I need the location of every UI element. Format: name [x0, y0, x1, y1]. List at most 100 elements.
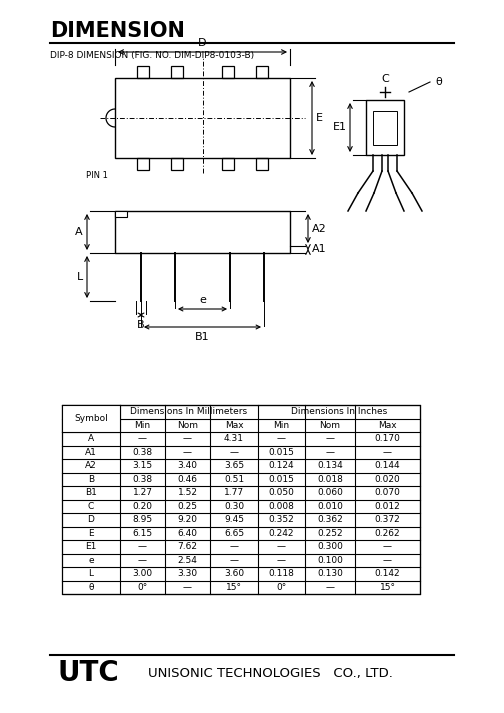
Text: DIP-8 DIMENSION (FIG. NO. DIM-DIP8-0103-B): DIP-8 DIMENSION (FIG. NO. DIM-DIP8-0103-… [50, 51, 254, 60]
Text: 7.62: 7.62 [177, 543, 198, 551]
Text: 6.65: 6.65 [224, 529, 244, 538]
Text: Max: Max [225, 421, 243, 430]
Text: 0.130: 0.130 [317, 569, 343, 578]
Text: B: B [137, 320, 145, 330]
Text: 0.144: 0.144 [374, 461, 400, 471]
Bar [373, 111, 397, 145]
Bar [62, 405, 120, 432]
Text: 1.27: 1.27 [133, 488, 153, 497]
Text: —: — [326, 448, 335, 457]
Text: —: — [138, 434, 147, 443]
Text: L: L [89, 569, 94, 578]
Text: 3.30: 3.30 [177, 569, 198, 578]
Text: —: — [277, 543, 286, 551]
Text: E: E [316, 113, 323, 123]
Bar [256, 66, 268, 78]
Text: 1.52: 1.52 [177, 488, 198, 497]
Text: Nom: Nom [177, 421, 198, 430]
Text: 0.300: 0.300 [317, 543, 343, 551]
Text: —: — [229, 555, 238, 565]
Text: 0.015: 0.015 [269, 448, 294, 457]
Text: D: D [198, 38, 207, 48]
Text: B1: B1 [195, 332, 210, 342]
Text: 3.40: 3.40 [177, 461, 198, 471]
Text: Min: Min [274, 421, 290, 430]
Bar [115, 211, 127, 217]
Text: B: B [88, 475, 94, 483]
Text: 0.070: 0.070 [374, 488, 401, 497]
Text: 0.352: 0.352 [269, 515, 294, 524]
Bar [222, 66, 234, 78]
Bar [137, 66, 149, 78]
Text: L: L [77, 272, 83, 282]
Text: 0.124: 0.124 [269, 461, 294, 471]
Text: —: — [326, 583, 335, 592]
Text: 0.20: 0.20 [133, 502, 153, 511]
Text: 0.008: 0.008 [269, 502, 294, 511]
Text: PIN 1: PIN 1 [86, 172, 108, 180]
Text: 0.010: 0.010 [317, 502, 343, 511]
Text: E: E [88, 529, 94, 538]
Text: e: e [199, 295, 206, 305]
Text: —: — [383, 555, 392, 565]
Text: 0.060: 0.060 [317, 488, 343, 497]
Text: Symbol: Symbol [74, 414, 108, 423]
Text: 3.60: 3.60 [224, 569, 244, 578]
Text: A: A [88, 434, 94, 443]
Text: —: — [183, 583, 192, 592]
Text: A1: A1 [85, 448, 97, 457]
Bar [115, 78, 290, 158]
Text: A2: A2 [85, 461, 97, 471]
Text: 0.25: 0.25 [177, 502, 198, 511]
Text: 1.77: 1.77 [224, 488, 244, 497]
Bar [366, 100, 404, 155]
Text: C: C [381, 74, 389, 84]
Text: Min: Min [135, 421, 151, 430]
Text: —: — [183, 448, 192, 457]
Text: 0.118: 0.118 [269, 569, 294, 578]
Text: C: C [88, 502, 94, 511]
Text: UTC: UTC [58, 659, 120, 687]
Bar [115, 211, 290, 253]
Bar [171, 66, 183, 78]
Text: 8.95: 8.95 [133, 515, 153, 524]
Text: 6.15: 6.15 [133, 529, 153, 538]
Text: 0.018: 0.018 [317, 475, 343, 483]
Text: 0.262: 0.262 [374, 529, 400, 538]
Bar [256, 158, 268, 170]
Text: 0.020: 0.020 [374, 475, 400, 483]
Text: 0.100: 0.100 [317, 555, 343, 565]
Text: —: — [138, 555, 147, 565]
Text: 2.54: 2.54 [177, 555, 198, 565]
Text: Dimensions In Millimeters: Dimensions In Millimeters [131, 407, 247, 416]
Text: 6.40: 6.40 [177, 529, 198, 538]
Text: 0.46: 0.46 [177, 475, 198, 483]
Text: 9.20: 9.20 [177, 515, 198, 524]
Text: 0.51: 0.51 [224, 475, 244, 483]
Text: 0.30: 0.30 [224, 502, 244, 511]
Text: —: — [383, 448, 392, 457]
Text: Nom: Nom [320, 421, 341, 430]
Text: 3.15: 3.15 [133, 461, 153, 471]
Bar [171, 158, 183, 170]
Text: Dimensions In Inches: Dimensions In Inches [291, 407, 387, 416]
Text: A: A [76, 227, 83, 237]
Text: UNISONIC TECHNOLOGIES   CO., LTD.: UNISONIC TECHNOLOGIES CO., LTD. [148, 667, 393, 679]
Text: Max: Max [378, 421, 397, 430]
Text: —: — [383, 543, 392, 551]
Text: —: — [183, 434, 192, 443]
Text: 0.142: 0.142 [374, 569, 400, 578]
Text: E1: E1 [85, 543, 97, 551]
Text: 0.012: 0.012 [374, 502, 400, 511]
Text: 15°: 15° [226, 583, 242, 592]
Text: 4.31: 4.31 [224, 434, 244, 443]
Text: 3.00: 3.00 [133, 569, 153, 578]
Text: 0.38: 0.38 [133, 475, 153, 483]
Text: 3.65: 3.65 [224, 461, 244, 471]
Text: e: e [88, 555, 94, 565]
Bar [222, 158, 234, 170]
Text: A1: A1 [312, 245, 327, 255]
Text: A2: A2 [312, 223, 327, 233]
Text: 0.362: 0.362 [317, 515, 343, 524]
Text: 0.38: 0.38 [133, 448, 153, 457]
